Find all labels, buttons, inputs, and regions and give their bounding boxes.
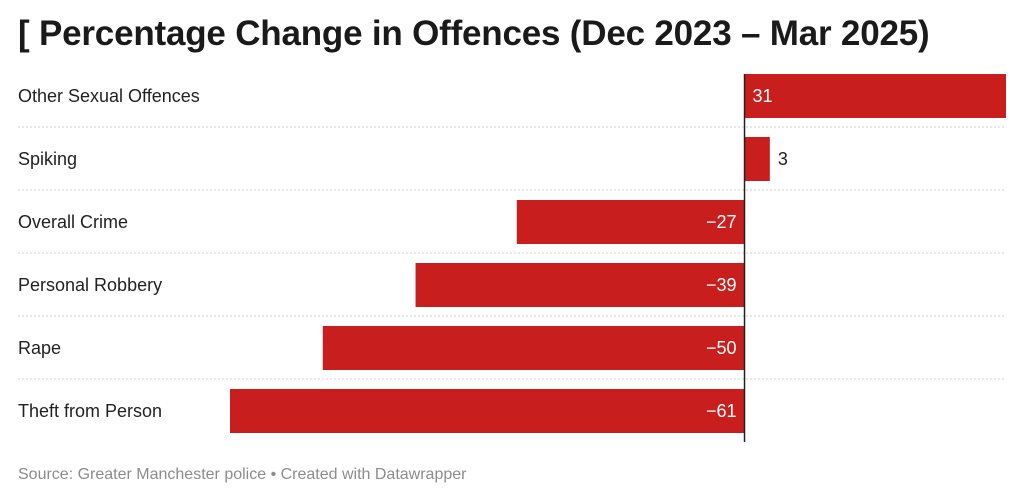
value-label: 3 xyxy=(778,149,788,169)
value-label: −39 xyxy=(706,275,737,295)
category-label: Theft from Person xyxy=(18,401,162,421)
bar xyxy=(744,74,1006,118)
value-label: −27 xyxy=(706,212,737,232)
bar xyxy=(230,389,745,433)
category-label: Spiking xyxy=(18,149,77,169)
category-label: Overall Crime xyxy=(18,212,128,232)
bar xyxy=(744,137,770,181)
value-label: −50 xyxy=(706,338,737,358)
bar xyxy=(415,263,745,307)
category-label: Other Sexual Offences xyxy=(18,86,200,106)
chart-title: [ Percentage Change in Offences (Dec 202… xyxy=(18,14,930,53)
value-label: −61 xyxy=(706,401,737,421)
category-label: Rape xyxy=(18,338,61,358)
value-label: 31 xyxy=(753,86,773,106)
category-label: Personal Robbery xyxy=(18,275,162,295)
value-labels: 31 3 −27 −39 −50 −61 xyxy=(706,86,788,421)
category-labels: Other Sexual Offences Spiking Overall Crim… xyxy=(18,86,200,421)
row-separators xyxy=(18,126,1006,380)
source-note: Source: Greater Manchester police • Crea… xyxy=(18,466,467,483)
bar xyxy=(322,326,745,370)
bars xyxy=(230,74,1006,433)
bar-chart: Other Sexual Offences Spiking Overall Crim… xyxy=(18,74,1006,442)
bar xyxy=(516,200,745,244)
